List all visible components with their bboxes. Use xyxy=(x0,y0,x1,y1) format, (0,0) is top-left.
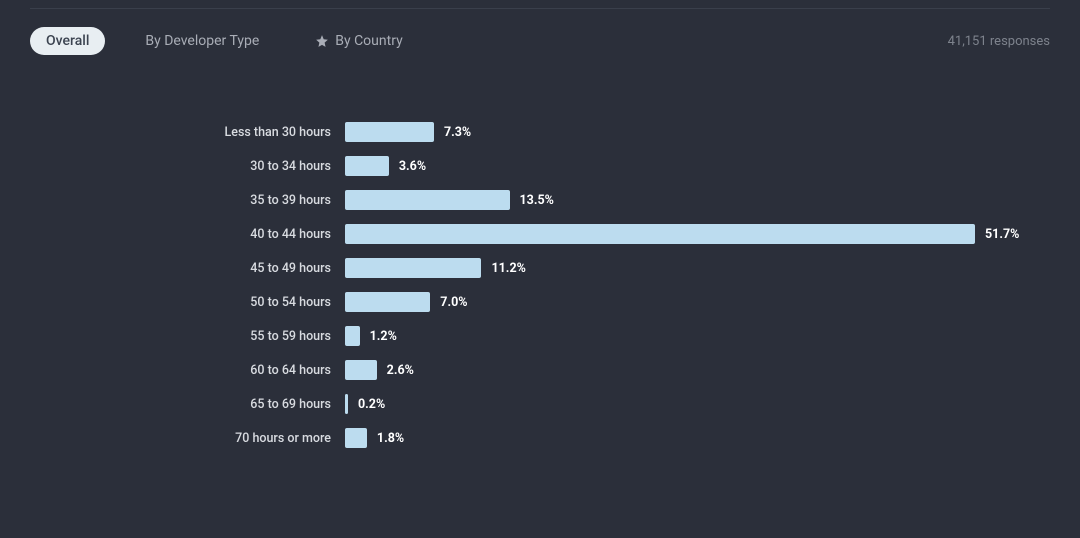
chart-row: 40 to 44 hours 51.7% xyxy=(35,217,1045,251)
chart-row-label: 40 to 44 hours xyxy=(35,227,345,242)
star-icon xyxy=(315,34,329,48)
chart-value-label: 2.6% xyxy=(387,363,414,378)
chart-bar-lane: 7.0% xyxy=(345,292,1045,312)
chart-value-label: 7.3% xyxy=(444,125,471,140)
chart-bar[interactable] xyxy=(345,156,389,176)
chart-value-label: 1.8% xyxy=(377,431,404,446)
chart-row: 70 hours or more 1.8% xyxy=(35,421,1045,455)
chart-bar-lane: 13.5% xyxy=(345,190,1045,210)
chart-bar[interactable] xyxy=(345,394,348,414)
tab-label: By Developer Type xyxy=(145,33,259,49)
chart-bar[interactable] xyxy=(345,190,510,210)
tab-overall[interactable]: Overall xyxy=(30,27,105,55)
chart-value-label: 0.2% xyxy=(358,397,385,412)
chart-row: 45 to 49 hours 11.2% xyxy=(35,251,1045,285)
chart-row-label: 30 to 34 hours xyxy=(35,159,345,174)
chart-bar-lane: 2.6% xyxy=(345,360,1045,380)
chart-bar[interactable] xyxy=(345,122,434,142)
chart-row: 60 to 64 hours 2.6% xyxy=(35,353,1045,387)
chart-bar-lane: 3.6% xyxy=(345,156,1045,176)
chart-value-label: 1.2% xyxy=(370,329,397,344)
chart-row-label: 55 to 59 hours xyxy=(35,329,345,344)
chart-bar[interactable] xyxy=(345,292,430,312)
chart-bar-lane: 7.3% xyxy=(345,122,1045,142)
chart-row-label: 50 to 54 hours xyxy=(35,295,345,310)
chart-row: 55 to 59 hours 1.2% xyxy=(35,319,1045,353)
chart-value-label: 3.6% xyxy=(399,159,426,174)
tab-by-country[interactable]: By Country xyxy=(299,27,418,55)
hours-worked-chart: Less than 30 hours 7.3% 30 to 34 hours 3.6%… xyxy=(0,55,1080,475)
responses-count: 41,151 responses xyxy=(948,34,1050,49)
chart-bar-lane: 0.2% xyxy=(345,394,1045,414)
chart-value-label: 11.2% xyxy=(491,261,525,276)
tabs: Overall By Developer Type By Country xyxy=(30,27,419,55)
chart-row-label: 60 to 64 hours xyxy=(35,363,345,378)
chart-row: 30 to 34 hours 3.6% xyxy=(35,149,1045,183)
chart-row-label: 70 hours or more xyxy=(35,431,345,446)
chart-value-label: 7.0% xyxy=(440,295,467,310)
chart-bar-lane: 1.2% xyxy=(345,326,1045,346)
chart-bar-lane: 1.8% xyxy=(345,428,1045,448)
chart-row-label: Less than 30 hours xyxy=(35,125,345,140)
chart-bar[interactable] xyxy=(345,326,360,346)
chart-row-label: 45 to 49 hours xyxy=(35,261,345,276)
tab-label: By Country xyxy=(335,33,402,49)
chart-row-label: 35 to 39 hours xyxy=(35,193,345,208)
chart-bar[interactable] xyxy=(345,258,481,278)
chart-row: 65 to 69 hours 0.2% xyxy=(35,387,1045,421)
tab-label: Overall xyxy=(46,33,89,49)
chart-bar-lane: 51.7% xyxy=(345,224,1045,244)
chart-bar[interactable] xyxy=(345,360,377,380)
chart-value-label: 51.7% xyxy=(985,227,1019,242)
chart-row: Less than 30 hours 7.3% xyxy=(35,115,1045,149)
chart-bar[interactable] xyxy=(345,428,367,448)
chart-bar[interactable] xyxy=(345,224,975,244)
chart-row-label: 65 to 69 hours xyxy=(35,397,345,412)
chart-bar-lane: 11.2% xyxy=(345,258,1045,278)
chart-row: 50 to 54 hours 7.0% xyxy=(35,285,1045,319)
tab-by-developer-type[interactable]: By Developer Type xyxy=(129,27,275,55)
tabs-row: Overall By Developer Type By Country 41,… xyxy=(0,9,1080,55)
chart-value-label: 13.5% xyxy=(520,193,554,208)
chart-row: 35 to 39 hours 13.5% xyxy=(35,183,1045,217)
